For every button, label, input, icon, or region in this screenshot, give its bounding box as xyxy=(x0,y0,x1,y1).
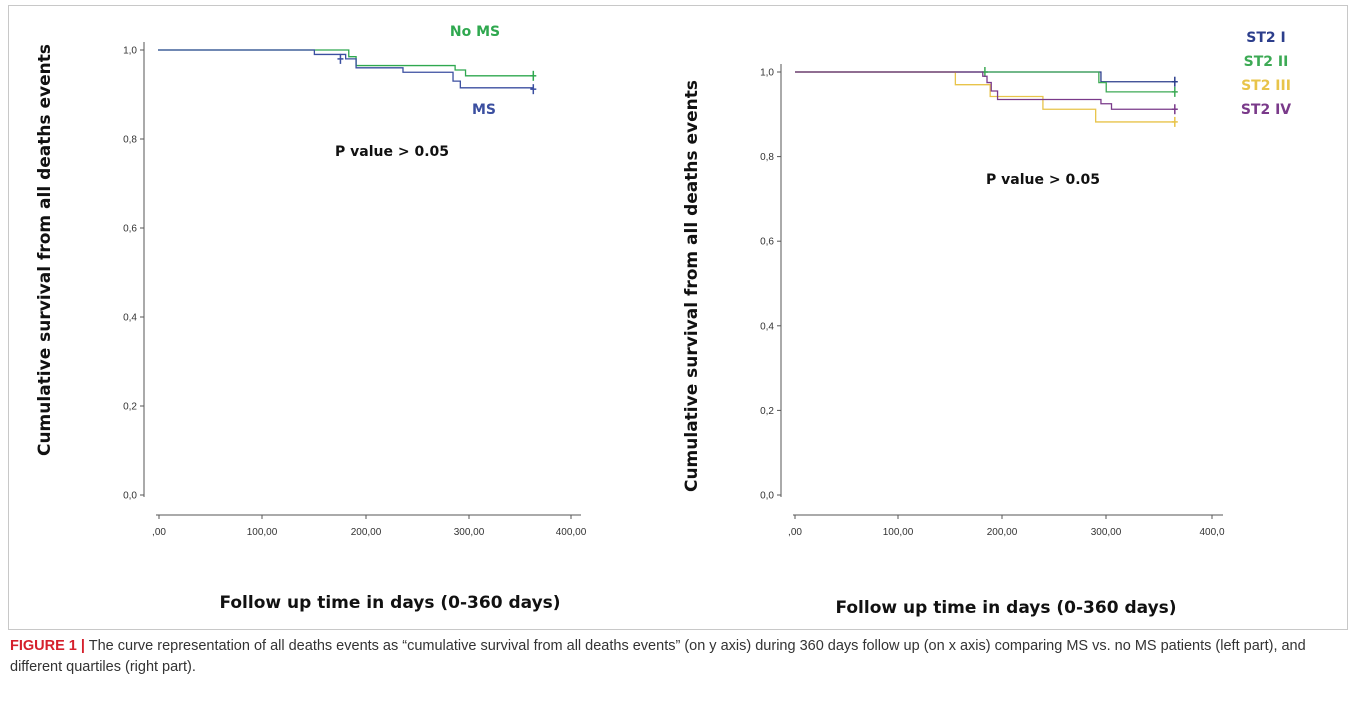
x-axis-title: Follow up time in days (0-360 days) xyxy=(835,598,1176,618)
y-tick-label: 0,4 xyxy=(760,321,774,332)
p-value-annotation: P value > 0.05 xyxy=(986,172,1100,188)
y-tick-label: 0,8 xyxy=(760,152,774,163)
x-tick-label: 400,0 xyxy=(1199,527,1224,538)
y-tick-label: 0,2 xyxy=(760,406,774,417)
x-tick-label: 400,00 xyxy=(556,527,587,538)
y-tick-label: 1,0 xyxy=(760,68,774,79)
x-tick-label: 100,00 xyxy=(883,527,914,538)
y-tick-label: 0,8 xyxy=(123,135,137,146)
chart-1: 0,0 0,2 0,4 0,6 0,8 1,0 ,00 100,00 200,00 300,00 4… xyxy=(35,24,587,613)
legend-label: ST2 II xyxy=(1244,54,1289,70)
series-line-st2-iv xyxy=(795,71,1175,110)
x-tick-label: 200,00 xyxy=(987,527,1018,538)
caption-text: The curve representation of all deaths e… xyxy=(10,638,1306,675)
legend-label: ST2 III xyxy=(1241,78,1291,94)
x-axis-title: Follow up time in days (0-360 days) xyxy=(219,593,560,613)
x-tick-label: 200,00 xyxy=(351,527,382,538)
y-tick-label: 0,4 xyxy=(123,313,137,324)
legend-label: ST2 I xyxy=(1246,30,1285,46)
y-axis-title: Cumulative survival from all deaths even… xyxy=(35,44,55,456)
x-tick-label: ,00 xyxy=(788,527,802,538)
legend-label: No MS xyxy=(450,24,500,40)
chart-2: 0,0 0,2 0,4 0,6 0,8 1,0 ,00 100,00 200,00 300,00 4… xyxy=(682,30,1291,618)
figure-svg: 0,0 0,2 0,4 0,6 0,8 1,0 ,00 100,00 200,00 300,00 4… xyxy=(35,24,1291,618)
series-line-no-ms xyxy=(158,49,534,77)
y-tick-label: 0,0 xyxy=(123,491,137,502)
x-tick-label: 300,00 xyxy=(454,527,485,538)
y-tick-label: 0,6 xyxy=(760,237,774,248)
y-tick-label: 0,6 xyxy=(123,224,137,235)
figure-caption: FIGURE 1 | The curve representation of a… xyxy=(10,636,1345,678)
series-line-ms xyxy=(158,49,534,90)
y-tick-label: 0,2 xyxy=(123,402,137,413)
series-line-st2-ii xyxy=(795,71,1175,93)
y-tick-label: 1,0 xyxy=(123,46,137,57)
x-tick-label: 100,00 xyxy=(247,527,278,538)
x-tick-label: ,00 xyxy=(152,527,166,538)
y-axis-title: Cumulative survival from all deaths even… xyxy=(682,80,702,492)
series-line-st2-iii xyxy=(795,71,1175,123)
y-tick-label: 0,0 xyxy=(760,491,774,502)
x-tick-label: 300,00 xyxy=(1091,527,1122,538)
caption-lead: FIGURE 1 | xyxy=(10,638,85,654)
legend-label: MS xyxy=(472,102,496,118)
p-value-annotation: P value > 0.05 xyxy=(335,144,449,160)
legend-label: ST2 IV xyxy=(1241,102,1291,118)
